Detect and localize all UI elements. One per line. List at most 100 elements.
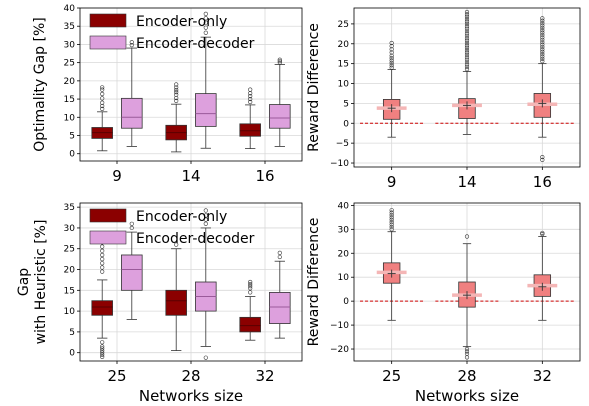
legend-entry: Encoder-decoder <box>136 36 255 52</box>
outlier-point <box>540 56 545 61</box>
outlier-point <box>464 14 470 19</box>
y-tick-label: 25 <box>338 20 349 30</box>
y-axis-label-line: with Heuristic [%] <box>33 220 49 345</box>
outlier-point <box>389 212 394 218</box>
outlier-point <box>129 43 134 48</box>
outlier-point <box>540 54 545 59</box>
outlier-point <box>277 57 282 62</box>
outlier-point <box>540 42 545 47</box>
outlier-point <box>389 217 394 222</box>
outlier-point <box>464 28 470 34</box>
y-tick-label: 20 <box>64 77 76 87</box>
box-0 <box>376 208 407 321</box>
outlier-point <box>389 55 394 61</box>
reward-difference-top-panel: −10 −5 0 5 10 15 20 25 9 14 16 Reward Difference <box>306 7 581 191</box>
y-tick-label: 30 <box>64 224 76 234</box>
outlier-point <box>203 11 208 16</box>
outlier-point <box>464 62 470 67</box>
outlier-point <box>464 234 470 239</box>
outlier-point <box>100 265 105 270</box>
y-tick-label: 15 <box>64 95 75 105</box>
box-0 <box>91 240 113 359</box>
x-tick-label: 25 <box>107 367 126 385</box>
outlier-point <box>129 40 134 45</box>
outlier-point <box>540 32 545 38</box>
outlier-point <box>540 21 545 26</box>
outlier-point <box>248 94 253 99</box>
y-tick-label: 30 <box>64 40 76 50</box>
box-iqr <box>269 291 291 324</box>
x-tick-label: 16 <box>533 173 552 191</box>
y-tick-label: 20 <box>338 40 350 50</box>
box-1 <box>195 208 217 360</box>
outlier-point <box>100 269 105 274</box>
outlier-point <box>540 18 545 23</box>
outlier-point <box>540 35 545 40</box>
outlier-point <box>277 60 282 65</box>
box-1 <box>165 82 187 153</box>
y-tick-label: 15 <box>64 286 75 296</box>
x-tick-label: 14 <box>457 173 476 191</box>
outlier-point <box>203 217 208 222</box>
reward-difference-bottom-panel: −20 −10 0 10 20 30 40 25 28 32 Reward Difference Ne… <box>306 201 581 405</box>
outlier-point <box>203 30 208 35</box>
outlier-point <box>464 59 470 65</box>
y-tick-label: 40 <box>338 201 350 211</box>
box-iqr <box>121 254 143 291</box>
legend-entry: Encoder-decoder <box>136 231 255 247</box>
outlier-point <box>100 103 105 109</box>
x-tick-label: 32 <box>255 367 274 385</box>
outlier-point <box>464 43 470 48</box>
outlier-point <box>464 346 470 352</box>
outlier-point <box>174 85 179 90</box>
outlier-point <box>174 92 179 97</box>
legend-swatch <box>89 230 127 245</box>
box-iqr <box>195 93 217 127</box>
outlier-point <box>100 354 105 359</box>
box-1 <box>165 242 187 352</box>
y-tick-label: 20 <box>338 249 350 259</box>
outlier-point <box>203 221 208 226</box>
outlier-point <box>464 12 470 17</box>
box-0 <box>376 40 407 138</box>
x-axis-label: Networks size <box>415 387 519 405</box>
outlier-point <box>100 106 105 112</box>
box-0 <box>121 221 143 320</box>
y-tick-label: 20 <box>64 266 76 276</box>
box-iqr <box>121 97 143 129</box>
outlier-point <box>174 90 179 95</box>
optimality-gap-panel: 0 5 10 15 20 25 30 35 40 9 14 16 Optimality Gap [%] E… <box>32 4 303 185</box>
outlier-point <box>100 85 105 90</box>
y-axis-label-line: Gap <box>16 268 32 296</box>
legend-swatch <box>89 35 127 50</box>
outlier-point <box>389 210 394 215</box>
y-tick-label: 5 <box>69 328 75 338</box>
outlier-point <box>389 222 394 227</box>
outlier-point <box>464 48 470 53</box>
outlier-point <box>540 44 545 50</box>
outlier-point <box>100 344 105 349</box>
outlier-point <box>389 47 394 52</box>
outlier-point <box>464 57 470 62</box>
outlier-point <box>100 352 105 357</box>
outlier-point <box>100 261 105 266</box>
outlier-point <box>540 37 545 42</box>
y-tick-label: 25 <box>64 245 75 255</box>
legend-entry: Encoder-only <box>136 14 227 30</box>
outlier-point <box>277 59 282 64</box>
x-axis-label: Networks size <box>139 387 243 405</box>
outlier-point <box>100 346 105 351</box>
box-0 <box>121 40 143 147</box>
box-2 <box>269 57 291 147</box>
outlier-point <box>277 254 282 260</box>
outlier-point <box>203 355 208 360</box>
outlier-point <box>129 221 134 226</box>
outlier-point <box>100 252 105 258</box>
box-1 <box>195 11 217 149</box>
outlier-point <box>100 257 105 262</box>
y-tick-label: −10 <box>330 159 349 169</box>
box-1 <box>452 234 482 360</box>
legend-entry: Encoder-only <box>136 209 227 225</box>
gap-with-heuristic-panel: 0 5 10 15 20 25 30 35 25 28 32 Gapwith Heuristic [%… <box>16 202 303 405</box>
